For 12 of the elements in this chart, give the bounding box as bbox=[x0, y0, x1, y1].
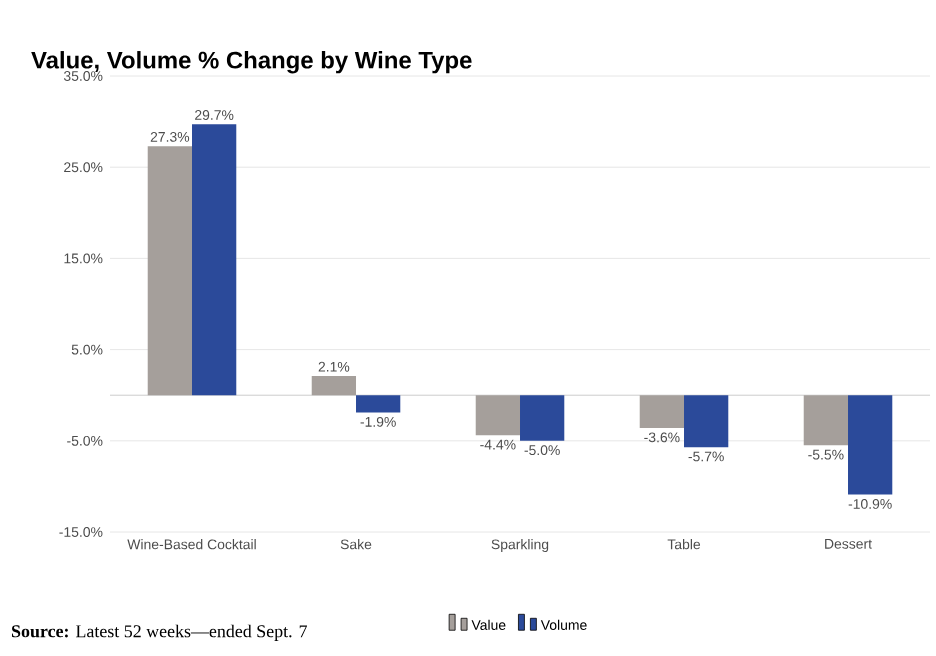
bar bbox=[475, 395, 521, 436]
bar bbox=[192, 124, 237, 396]
text: Source: Latest 52 weeks—ended Sept. 7 bbox=[12, 624, 308, 641]
bar bbox=[639, 395, 685, 429]
bar bbox=[520, 395, 565, 441]
bar bbox=[684, 395, 729, 448]
bar bbox=[803, 395, 849, 446]
chart-title: Value, Volume % Change by Wine Type bbox=[31, 51, 472, 74]
bar bbox=[311, 376, 357, 396]
bar bbox=[848, 395, 893, 495]
bar bbox=[147, 146, 192, 396]
bar bbox=[356, 395, 401, 413]
